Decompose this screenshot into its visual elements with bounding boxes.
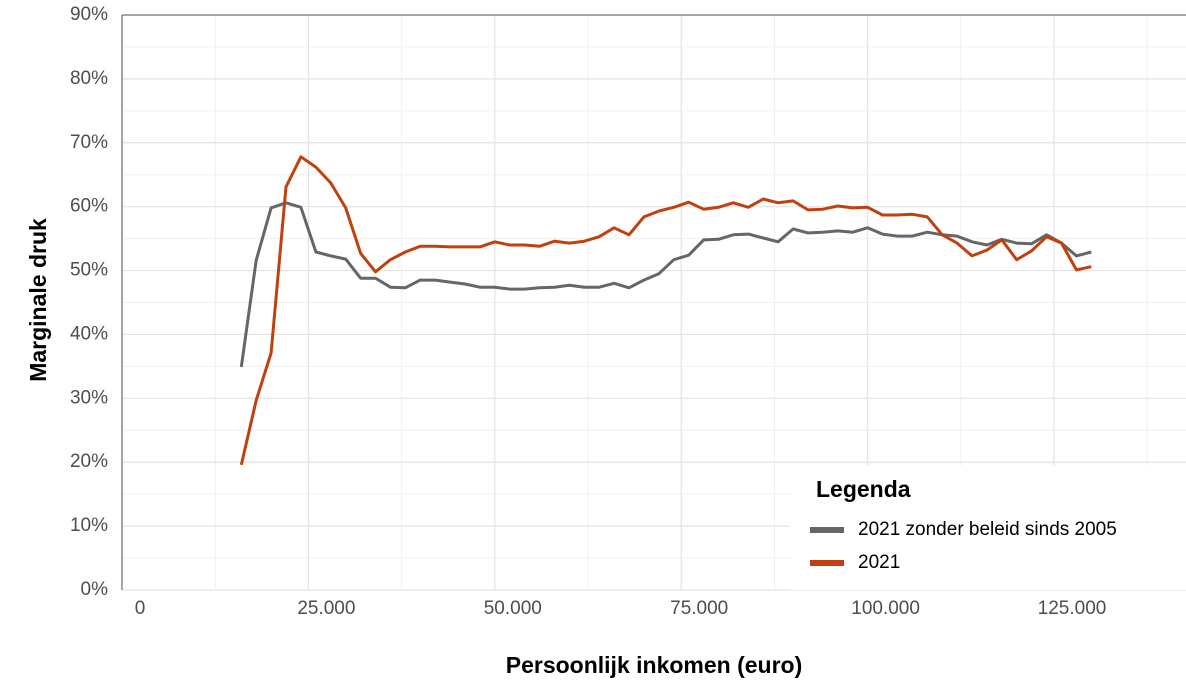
y-tick-label: 10%: [70, 515, 108, 536]
y-axis-label: Marginale druk: [25, 218, 51, 382]
legend-label: 2021 zonder beleid sinds 2005: [858, 519, 1117, 540]
legend: Legenda 2021 zonder beleid sinds 2005 2021: [790, 466, 1186, 590]
legend-title: Legenda: [816, 476, 911, 502]
series-line: [239, 155, 1092, 466]
legend-label: 2021: [858, 552, 900, 573]
x-tick-label: 50.000: [484, 598, 542, 619]
x-tick-label: 25.000: [297, 598, 355, 619]
y-tick-label: 90%: [70, 4, 108, 25]
x-axis-label: Persoonlijk inkomen (euro): [506, 652, 803, 678]
y-tick-label: 40%: [70, 323, 108, 344]
y-tick-label: 60%: [70, 196, 108, 217]
x-tick-label: 100.000: [851, 598, 920, 619]
y-tick-label: 70%: [70, 132, 108, 153]
legend-box: [790, 466, 1186, 590]
y-tick-label: 20%: [70, 451, 108, 472]
x-tick-label: 0: [135, 598, 146, 619]
x-tick-label: 125.000: [1038, 598, 1107, 619]
x-tick-label: 75.000: [670, 598, 728, 619]
y-tick-label: 80%: [70, 68, 108, 89]
y-tick-label: 50%: [70, 260, 108, 281]
series-line: [239, 201, 1092, 368]
y-tick-label: 30%: [70, 387, 108, 408]
y-tick-label: 0%: [81, 579, 109, 600]
